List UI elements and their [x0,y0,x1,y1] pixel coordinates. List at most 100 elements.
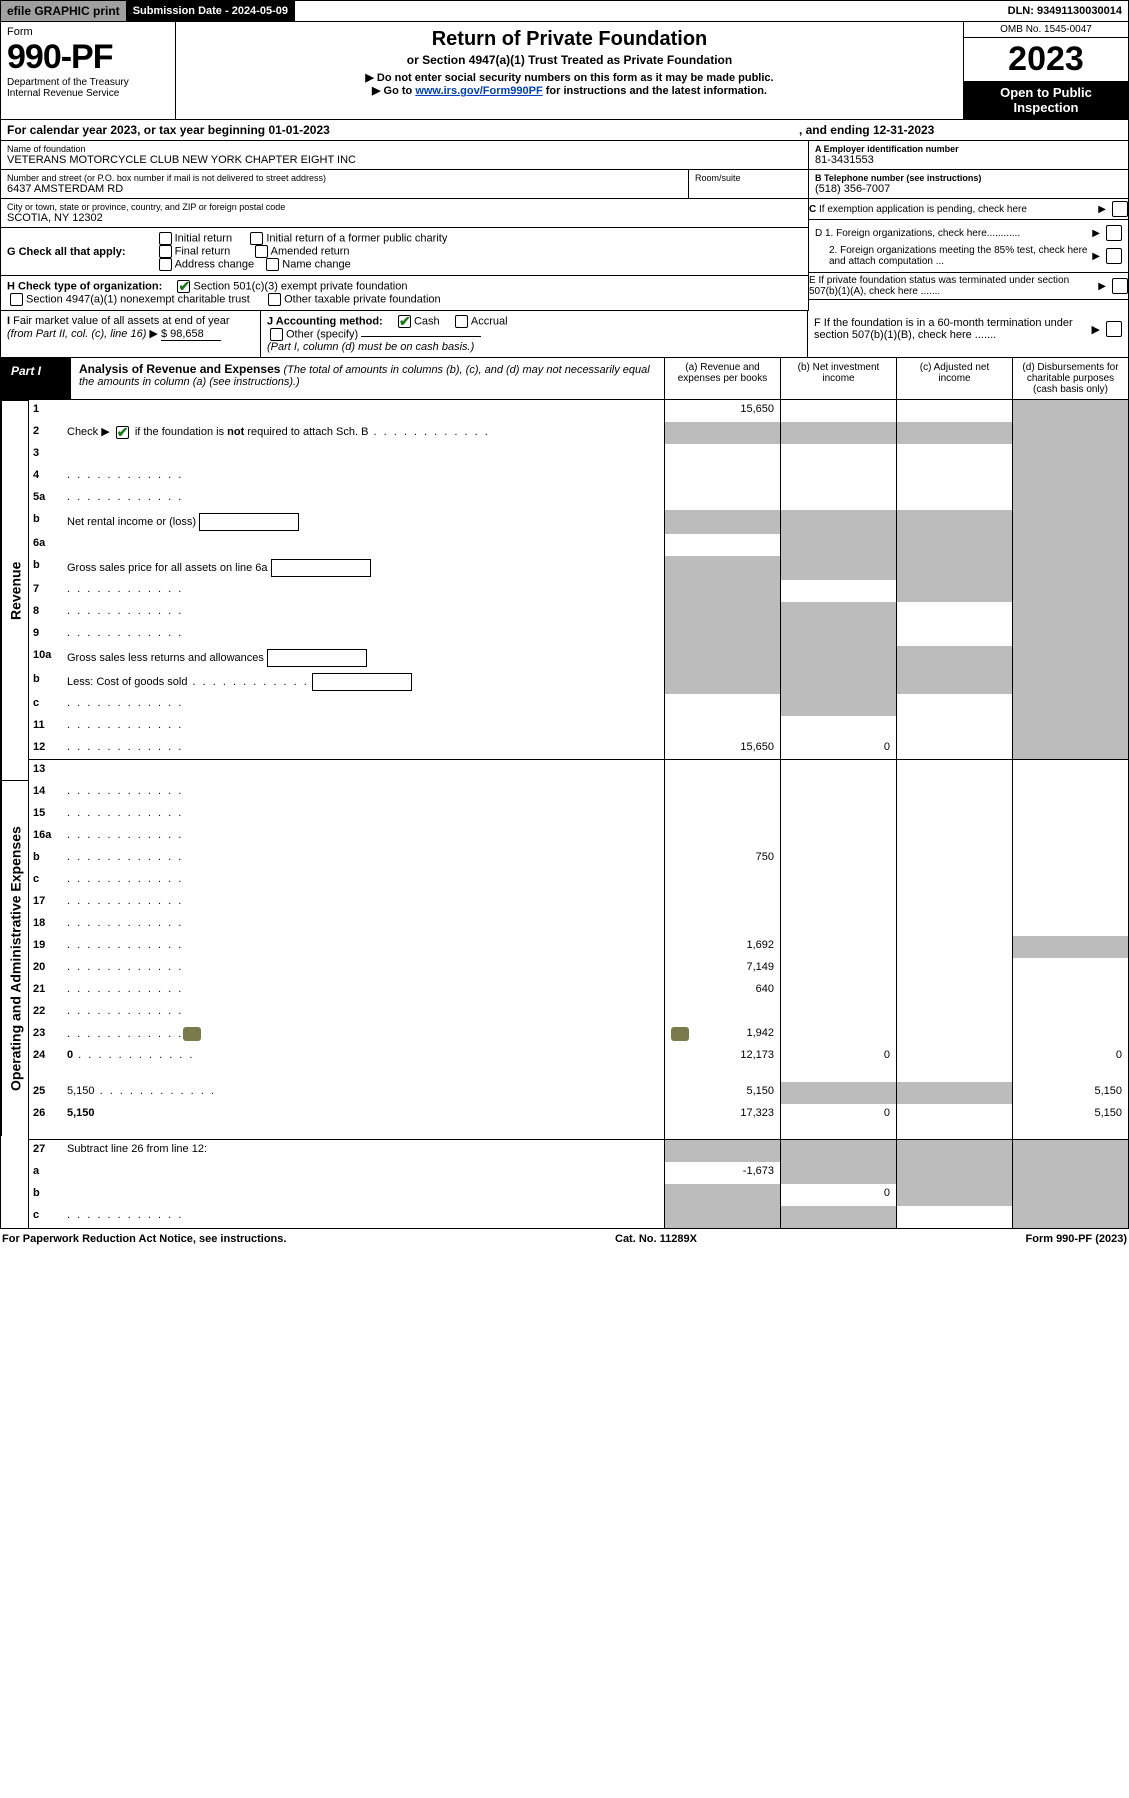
checkbox-amended[interactable] [255,245,268,258]
line-number: b [29,510,63,534]
line-description [63,892,664,914]
checkbox-E[interactable] [1112,278,1128,294]
checkbox-address-change[interactable] [159,258,172,271]
amount-col-b [780,782,896,804]
line-number: 11 [29,716,63,738]
amount-col-d [1012,1140,1128,1162]
line-description: Check ▶ if the foundation is not require… [63,422,664,444]
checkbox-other-taxable[interactable] [268,293,281,306]
amount-col-c [896,488,1012,510]
line-number: 27 [29,1140,63,1162]
expenses-side-label: Operating and Administrative Expenses [1,780,29,1136]
checkbox-initial-return[interactable] [159,232,172,245]
part1-table: Revenue Operating and Administrative Exp… [0,400,1129,1229]
line-number: 24 [29,1046,63,1082]
checkbox-C[interactable] [1112,201,1128,217]
amount-col-a: 1,692 [664,936,780,958]
amount-col-a [664,804,780,826]
table-row: c [29,694,1128,716]
inline-amount-box[interactable] [271,559,371,577]
checkbox-F[interactable] [1106,321,1122,337]
table-row: b0 [29,1184,1128,1206]
amount-col-b [780,670,896,694]
line-number: 16a [29,826,63,848]
amount-col-d [1012,1024,1128,1046]
amount-col-b [780,870,896,892]
amount-col-d [1012,716,1128,738]
dept-treasury: Department of the Treasury [7,77,169,88]
table-row: 19 1,692 [29,936,1128,958]
amount-col-b [780,826,896,848]
line-description [63,534,664,556]
checkbox-other-method[interactable] [270,328,283,341]
amount-col-a [664,1002,780,1024]
line-number: 6a [29,534,63,556]
table-row: 9 [29,624,1128,646]
table-row: c [29,1206,1128,1228]
amount-col-c [896,1162,1012,1184]
checkbox-D1[interactable] [1106,225,1122,241]
line-number: 19 [29,936,63,958]
amount-col-c [896,826,1012,848]
amount-col-d [1012,444,1128,466]
amount-col-a: -1,673 [664,1162,780,1184]
checkbox-schB[interactable] [116,426,129,439]
checkbox-cash[interactable] [398,315,411,328]
amount-col-c [896,670,1012,694]
part1-header: Part I Analysis of Revenue and Expenses … [0,358,1129,400]
checkbox-D2[interactable] [1106,248,1122,264]
amount-col-c [896,870,1012,892]
omb-number: OMB No. 1545-0047 [964,22,1128,38]
irs-link[interactable]: www.irs.gov/Form990PF [415,85,542,97]
table-row: 21640 [29,980,1128,1002]
amount-col-a [664,646,780,670]
foundation-name: VETERANS MOTORCYCLE CLUB NEW YORK CHAPTE… [7,154,802,166]
form-label: Form [7,26,169,38]
line-number: 3 [29,444,63,466]
amount-col-c [896,510,1012,534]
amount-col-c [896,556,1012,580]
amount-col-c [896,400,1012,422]
line-description [63,580,664,602]
line-number: 7 [29,580,63,602]
checkbox-accrual[interactable] [455,315,468,328]
amount-col-b [780,716,896,738]
checkbox-501c3[interactable] [177,280,190,293]
checkbox-final-return[interactable] [159,245,172,258]
amount-col-b [780,1024,896,1046]
inline-amount-box[interactable] [199,513,299,531]
amount-col-a: 1,942 [664,1024,780,1046]
line-number: 26 [29,1104,63,1139]
inline-amount-box[interactable] [312,673,412,691]
amount-col-a: 7,149 [664,958,780,980]
section-I: I Fair market value of all assets at end… [1,311,261,357]
amount-col-c [896,958,1012,980]
amount-col-c [896,1082,1012,1104]
amount-col-b [780,510,896,534]
amount-col-c [896,422,1012,444]
table-row: c [29,870,1128,892]
line-description [63,1024,664,1046]
amount-col-d [1012,980,1128,1002]
amount-col-a [664,1184,780,1206]
line-description [63,914,664,936]
amount-col-a: 750 [664,848,780,870]
line-description: Net rental income or (loss) [63,510,664,534]
line-description: Less: Cost of goods sold [63,670,664,694]
inline-amount-box[interactable] [267,649,367,667]
checkbox-initial-former[interactable] [250,232,263,245]
amount-col-a [664,670,780,694]
checkbox-4947[interactable] [10,293,23,306]
line-number: c [29,1206,63,1228]
line-number: 22 [29,1002,63,1024]
amount-col-c [896,1140,1012,1162]
attachment-icon[interactable] [671,1027,689,1041]
checkbox-name-change[interactable] [266,258,279,271]
amount-col-b [780,760,896,782]
attachment-icon[interactable] [183,1027,201,1041]
efile-print-button[interactable]: efile GRAPHIC print [1,1,127,21]
amount-col-a [664,624,780,646]
amount-col-c [896,782,1012,804]
section-H: H Check type of organization: Section 50… [1,276,808,311]
amount-col-a [664,1140,780,1162]
